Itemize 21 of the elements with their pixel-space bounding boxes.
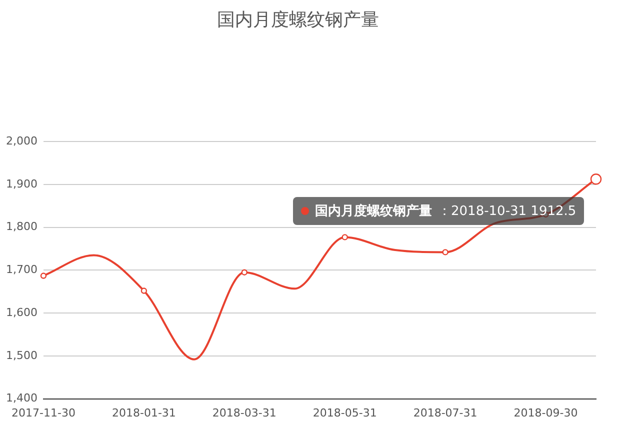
point [442, 249, 448, 256]
x-tick-label: 2018-07-31 [413, 406, 478, 420]
x-tick-label: 2018-03-31 [212, 406, 276, 420]
y-tick-label: 1,500 [6, 348, 38, 362]
x-tick-label: 2017-11-30 [12, 406, 76, 420]
y-tick-label: 1,600 [6, 306, 38, 319]
x-tick-label: 2018-05-31 [312, 406, 377, 420]
y-tick-label: 1,700 [6, 263, 38, 276]
legend-label: 国内月度螺纹钢产量 [315, 202, 432, 220]
point [40, 272, 47, 279]
point [241, 269, 248, 276]
annotation: ：2018-10-31 1912.5 [438, 203, 576, 220]
y-tick-label: 1,900 [6, 177, 38, 190]
x-tick-label: 2018-01-31 [112, 406, 176, 420]
x-tick-label: 2018-09-30 [514, 406, 578, 420]
point [342, 234, 348, 240]
y-tick-label: 1,800 [6, 220, 38, 234]
point [140, 288, 148, 294]
y-tick-label: 2,000 [6, 134, 38, 148]
chart-title: 国内月度螺纹钢产量 [217, 9, 379, 30]
y-tick-label: 1,400 [6, 392, 38, 405]
